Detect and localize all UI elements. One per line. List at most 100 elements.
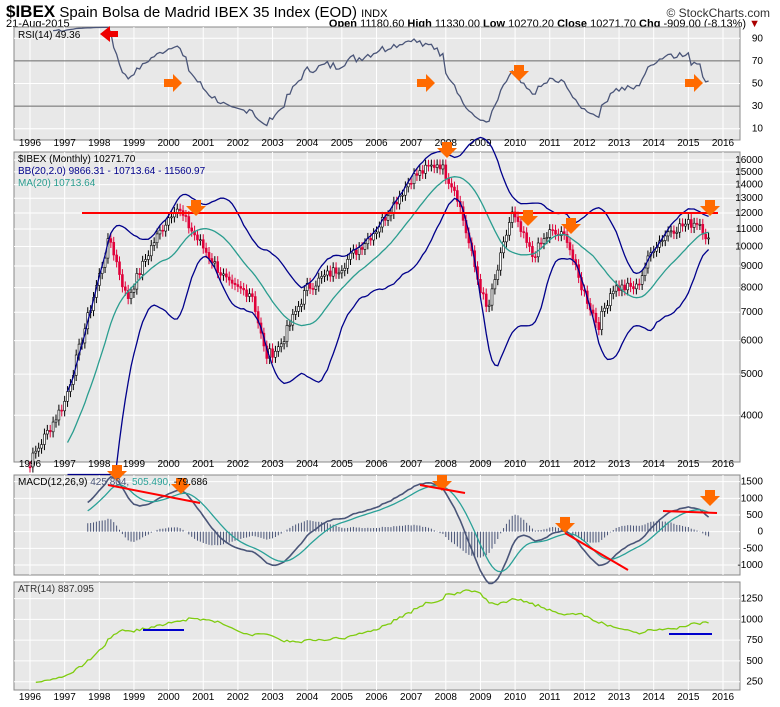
candle-body bbox=[637, 283, 641, 286]
year-tick-label: 2008 bbox=[435, 459, 458, 470]
right-arrow-icon bbox=[685, 74, 703, 92]
candle-body bbox=[346, 259, 349, 269]
chart-title: $IBEX Spain Bolsa de Madrid IBEX 35 Inde… bbox=[6, 2, 387, 22]
macd-tick-label: 500 bbox=[746, 510, 763, 521]
candle-body bbox=[565, 233, 569, 243]
candle-body bbox=[34, 450, 38, 454]
year-tick-label: 2006 bbox=[365, 459, 388, 470]
year-tick-label: 2003 bbox=[261, 459, 284, 470]
macd-legend: MACD(12,26,9) 425.804, 505.490, -79.686 bbox=[18, 477, 208, 488]
candle-body bbox=[28, 466, 32, 469]
candle-body bbox=[606, 305, 609, 309]
price-bars bbox=[28, 159, 710, 473]
year-tick-label: 2006 bbox=[365, 692, 388, 703]
candle-body bbox=[161, 229, 165, 232]
candle-body bbox=[222, 273, 225, 276]
candle-body bbox=[421, 170, 425, 174]
down-arrow-icon bbox=[700, 200, 720, 216]
year-tick-label: 2000 bbox=[157, 459, 180, 470]
macd-tick-label: 1500 bbox=[741, 477, 764, 488]
candle-body bbox=[46, 430, 49, 435]
year-tick-label: 2011 bbox=[539, 692, 561, 703]
candle-body bbox=[447, 178, 450, 184]
candle-body bbox=[568, 242, 572, 251]
candle-body bbox=[155, 233, 159, 244]
candle-body bbox=[236, 284, 240, 287]
candle-body bbox=[600, 311, 604, 330]
candle-body bbox=[559, 231, 563, 236]
year-tick-label: 2007 bbox=[400, 138, 423, 149]
candle-body bbox=[378, 226, 381, 233]
candle-body bbox=[251, 293, 254, 297]
candle-body bbox=[609, 293, 612, 306]
down-arrow-icon bbox=[107, 465, 127, 481]
candle-body bbox=[144, 259, 147, 262]
price-tick-label: 6000 bbox=[741, 336, 764, 347]
atr-tick-label: 1000 bbox=[741, 614, 764, 625]
year-tick-label: 1998 bbox=[88, 692, 111, 703]
symbol: $IBEX bbox=[6, 2, 56, 21]
year-tick-label: 1997 bbox=[54, 138, 77, 149]
candle-body bbox=[418, 170, 422, 176]
candle-body bbox=[551, 229, 554, 231]
year-tick-label: 2016 bbox=[712, 459, 735, 470]
candle-body bbox=[112, 241, 116, 256]
year-tick-label: 2012 bbox=[573, 138, 596, 149]
year-tick-label: 2007 bbox=[400, 692, 423, 703]
candle-body bbox=[170, 216, 173, 219]
right-arrow-icon bbox=[164, 74, 182, 92]
year-tick-label: 2016 bbox=[712, 138, 735, 149]
candle-body bbox=[354, 249, 358, 255]
candle-body bbox=[594, 312, 598, 323]
candle-body bbox=[219, 272, 222, 276]
price-tick-label: 9000 bbox=[741, 261, 764, 272]
candle-body bbox=[103, 257, 107, 268]
atr-legend: ATR(14) 887.095 bbox=[18, 584, 94, 595]
year-tick-label: 2004 bbox=[296, 138, 319, 149]
year-tick-label: 1997 bbox=[54, 692, 77, 703]
candle-body bbox=[623, 284, 627, 291]
candle-body bbox=[591, 309, 595, 314]
candle-body bbox=[204, 247, 208, 253]
candle-body bbox=[167, 217, 170, 226]
candle-body bbox=[669, 230, 673, 233]
year-tick-label: 2010 bbox=[504, 459, 527, 470]
candle-body bbox=[632, 286, 635, 290]
year-tick-label: 2007 bbox=[400, 459, 423, 470]
candle-body bbox=[233, 282, 237, 285]
year-tick-label: 1999 bbox=[123, 138, 146, 149]
candle-body bbox=[487, 304, 491, 307]
year-tick-label: 2003 bbox=[261, 692, 284, 703]
candle-body bbox=[314, 285, 318, 290]
left-arrow-icon bbox=[100, 26, 118, 42]
candle-body bbox=[508, 222, 511, 236]
candle-body bbox=[597, 322, 601, 330]
candle-body bbox=[132, 288, 136, 293]
rsi-line bbox=[53, 26, 709, 127]
year-tick-label: 2009 bbox=[469, 138, 492, 149]
trendline-annotation bbox=[419, 484, 466, 494]
candle-body bbox=[678, 223, 681, 233]
price-tick-label: 15000 bbox=[735, 167, 763, 178]
candle-body bbox=[326, 270, 329, 276]
candle-body bbox=[277, 346, 280, 352]
year-tick-label: 2000 bbox=[157, 692, 180, 703]
down-arrow-icon bbox=[437, 142, 457, 158]
candle-body bbox=[123, 286, 127, 291]
macd-tick-label: 0 bbox=[757, 527, 763, 538]
year-tick-label: 1999 bbox=[123, 692, 146, 703]
rsi-tick-label: 10 bbox=[752, 124, 764, 135]
year-tick-label: 2014 bbox=[643, 138, 666, 149]
candle-body bbox=[340, 270, 344, 274]
trendline-annotation bbox=[107, 484, 201, 504]
atr-tick-label: 1250 bbox=[741, 594, 764, 605]
year-tick-label: 2012 bbox=[573, 692, 596, 703]
candle-body bbox=[687, 219, 690, 225]
candle-body bbox=[118, 261, 121, 275]
rsi-legend: RSI(14) 49.36 bbox=[18, 30, 81, 41]
year-tick-label: 2001 bbox=[192, 459, 215, 470]
year-tick-label: 2009 bbox=[469, 692, 492, 703]
macd-line bbox=[87, 476, 710, 585]
year-tick-label: 2010 bbox=[504, 692, 527, 703]
right-arrow-icon bbox=[417, 74, 435, 92]
